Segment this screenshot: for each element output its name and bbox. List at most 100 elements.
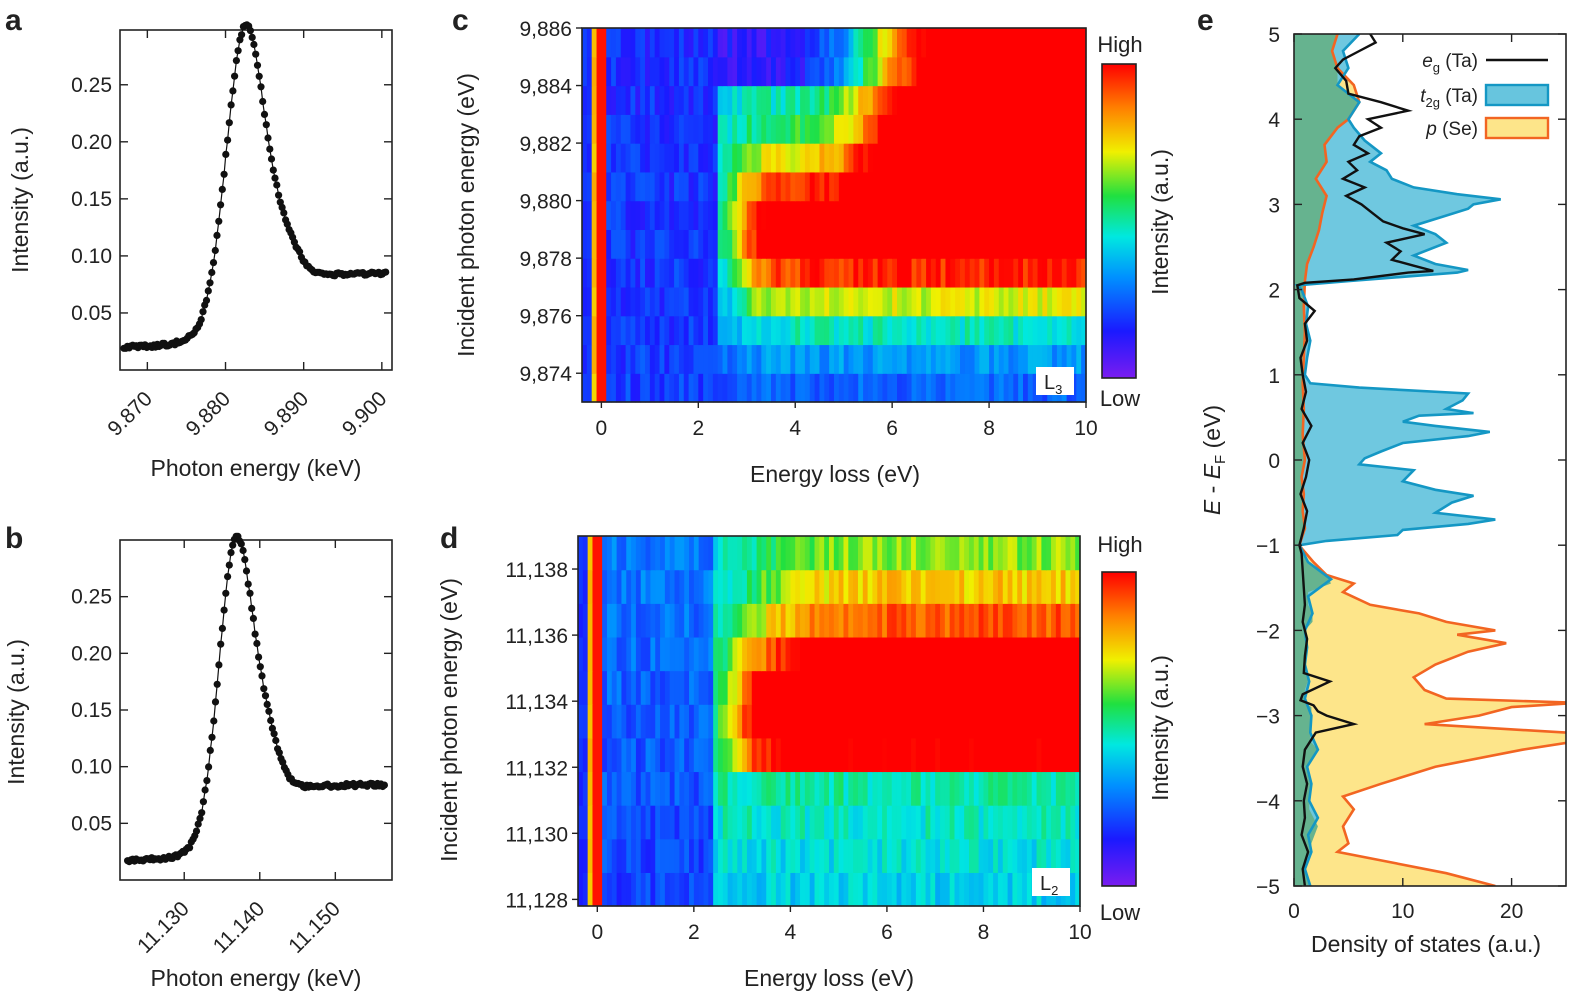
heatmap-cell — [630, 286, 636, 317]
heatmap-cell — [915, 771, 922, 806]
heatmap-cell — [1061, 229, 1068, 259]
heatmap-cell — [1052, 315, 1058, 346]
heatmap-cell — [882, 704, 888, 739]
heatmap-cell — [1018, 258, 1024, 288]
heatmap-cell — [732, 229, 738, 259]
heatmap-cell — [591, 344, 598, 374]
heatmap-cell — [683, 56, 690, 87]
heatmap-cell — [712, 85, 719, 115]
heatmap-cell — [1081, 286, 1087, 317]
heatmap-cell — [950, 171, 956, 202]
heatmap-cell — [998, 85, 1005, 115]
heatmap-cell — [631, 737, 637, 773]
heatmap-cell — [698, 28, 704, 58]
heatmap-cell — [1066, 229, 1073, 259]
heatmap-cell — [829, 805, 835, 840]
heatmap-cell — [592, 536, 598, 571]
heatmap-cell — [737, 536, 743, 571]
panel-d-ticks: 0 2 4 6 8 1011,12811,13011,13211,13411,13611,… — [505, 559, 1091, 944]
heatmap-cell — [829, 85, 835, 115]
heatmap-cell — [785, 258, 791, 288]
heatmap-cell — [664, 85, 670, 115]
heatmap-cell — [993, 771, 999, 806]
heatmap-cell — [911, 344, 917, 374]
heatmap-cell — [940, 670, 946, 705]
heatmap-cell — [660, 536, 666, 571]
heatmap-cell — [882, 838, 888, 873]
heatmap-cell — [597, 670, 603, 705]
heatmap-cell — [785, 805, 791, 840]
heatmap-cell — [959, 805, 965, 840]
heatmap-cell — [944, 771, 951, 806]
heatmap-cell — [683, 171, 690, 202]
panel-a-xlabel: Photon energy (keV) — [151, 455, 362, 481]
heatmap-cell — [921, 171, 927, 202]
xtick-label: 0 — [591, 921, 603, 944]
heatmap-cell — [678, 28, 685, 58]
heatmap-cell — [795, 114, 801, 144]
heatmap-cell — [664, 315, 670, 346]
heatmap-cell — [858, 258, 864, 288]
heatmap-cell — [640, 28, 646, 58]
heatmap-cell — [785, 536, 791, 571]
heatmap-cell — [591, 286, 598, 317]
heatmap-cell — [630, 171, 636, 202]
heatmap-cell — [713, 771, 719, 806]
heatmap-cell — [741, 200, 748, 230]
heatmap-cell — [766, 344, 772, 374]
heatmap-cell — [703, 704, 709, 739]
heatmap-cell — [1013, 200, 1019, 230]
heatmap-cell — [756, 286, 762, 317]
heatmap-cell — [824, 258, 830, 288]
heatmap-cell — [857, 771, 864, 806]
heatmap-cell — [601, 85, 607, 115]
heatmap-cell — [785, 229, 791, 259]
heatmap-cell — [606, 771, 613, 806]
heatmap-cell — [925, 838, 931, 873]
heatmap-cell — [655, 737, 661, 773]
heatmap-cell — [882, 143, 888, 173]
heatmap-cell — [1036, 771, 1042, 806]
heatmap-cell — [1026, 737, 1033, 773]
heatmap-cell — [635, 603, 642, 638]
heatmap-cell — [640, 315, 646, 346]
heatmap-cell — [989, 171, 995, 202]
heatmap-cell — [1037, 258, 1043, 288]
heatmap-cell — [838, 373, 845, 403]
heatmap-cell — [993, 56, 1000, 87]
panel-a-ylabel: Intensity (a.u.) — [7, 127, 33, 273]
data-point — [238, 31, 246, 39]
heatmap-cell — [1036, 603, 1042, 638]
heatmap-cell — [756, 143, 762, 173]
heatmap-cell — [1008, 315, 1014, 346]
heatmap-cell — [882, 315, 888, 346]
heatmap-cell — [925, 704, 931, 739]
heatmap-cell — [993, 315, 1000, 346]
heatmap-cell — [1002, 636, 1009, 672]
heatmap-cell — [920, 771, 927, 806]
heatmap-cell — [1032, 373, 1039, 403]
heatmap-cell — [979, 344, 985, 374]
heatmap-cell — [592, 670, 598, 705]
heatmap-cell — [838, 171, 845, 202]
heatmap-cell — [780, 872, 787, 907]
heatmap-cell — [631, 603, 637, 638]
heatmap-cell — [1070, 805, 1076, 840]
heatmap-cell — [838, 838, 845, 873]
heatmap-cell — [785, 114, 791, 144]
heatmap-cell — [761, 603, 767, 638]
heatmap-cell — [843, 536, 849, 571]
heatmap-cell — [722, 200, 728, 230]
heatmap-cell — [761, 28, 767, 58]
heatmap-cell — [983, 670, 989, 705]
heatmap-cell — [586, 286, 593, 317]
heatmap-cell — [989, 258, 995, 288]
data-point — [256, 663, 264, 671]
heatmap-cell — [843, 636, 849, 672]
heatmap-cell — [732, 704, 738, 739]
heatmap-cell — [867, 373, 874, 403]
heatmap-cell — [1031, 636, 1038, 672]
heatmap-cell — [819, 670, 825, 705]
heatmap-cell — [771, 56, 777, 87]
